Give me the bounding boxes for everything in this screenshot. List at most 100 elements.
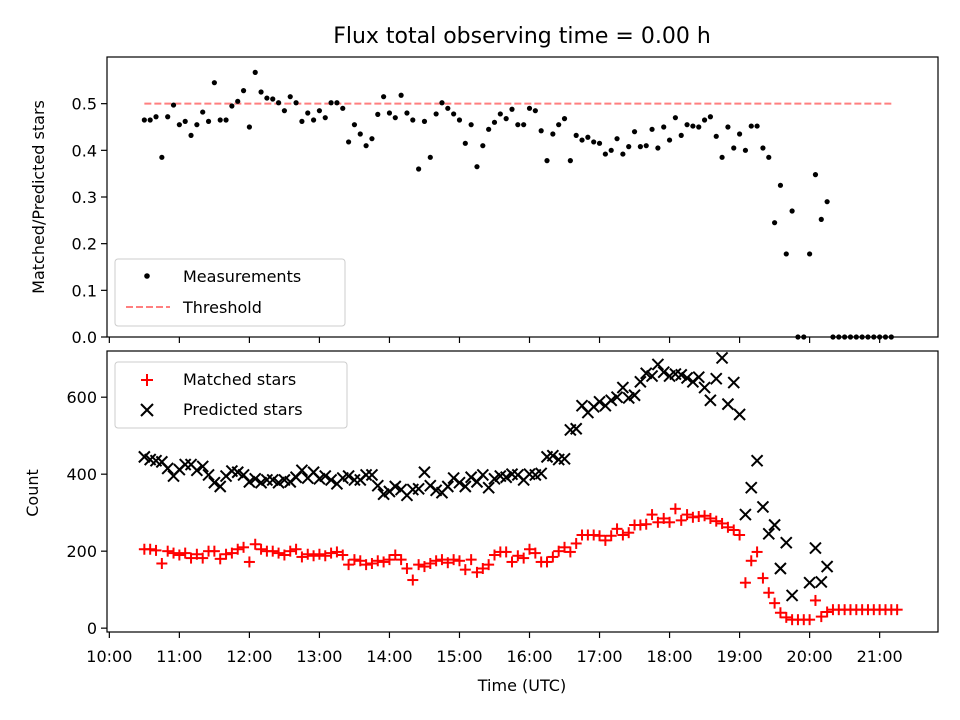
matched-stars-point — [739, 577, 751, 589]
measurement-point — [672, 115, 678, 121]
top-y-tick-label: 0.0 — [72, 328, 97, 347]
matched-stars-point — [699, 510, 711, 522]
predicted-stars-point — [249, 472, 262, 486]
predicted-stars-point — [190, 464, 204, 477]
predicted-stars-point — [453, 476, 466, 489]
matched-stars-point — [471, 566, 483, 578]
predicted-stars-point — [196, 460, 209, 473]
matched-stars-point — [220, 548, 232, 560]
predicted-stars-point — [721, 397, 735, 411]
legend-threshold-label: Threshold — [182, 298, 262, 317]
predicted-stars-point — [558, 452, 571, 465]
matched-stars-point — [401, 562, 413, 574]
predicted-stars-point — [593, 395, 606, 409]
matched-stars-point — [430, 555, 442, 567]
measurement-point — [205, 118, 212, 124]
matched-stars-point — [389, 549, 401, 561]
matched-stars-point — [378, 556, 390, 568]
matched-stars-point — [710, 515, 722, 527]
matched-stars-point — [162, 545, 174, 557]
predicted-stars-point — [202, 468, 215, 482]
measurement-point — [456, 117, 463, 123]
matched-stars-point — [722, 521, 734, 533]
predicted-stars-point — [698, 381, 711, 394]
predicted-stars-point — [324, 473, 338, 487]
predicted-stars-point — [680, 371, 694, 385]
measurement-point — [637, 144, 643, 150]
matched-stars-point — [278, 549, 290, 561]
top-y-tick-label: 0.3 — [72, 188, 97, 207]
measurement-point — [824, 199, 830, 205]
measurement-point — [421, 118, 428, 124]
measurement-point — [246, 124, 252, 130]
predicted-stars-point — [546, 449, 560, 462]
measurement-point — [742, 147, 749, 153]
matched-stars-point — [669, 503, 681, 515]
predicted-stars-point — [482, 481, 495, 494]
matched-stars-point — [354, 555, 366, 567]
predicted-stars-point — [756, 500, 770, 514]
measurement-point — [655, 145, 661, 151]
measurement-point — [433, 111, 439, 117]
matched-stars-point — [704, 512, 716, 524]
predicted-stars-point — [745, 481, 758, 494]
measurement-point — [573, 132, 579, 138]
predicted-stars-point — [365, 468, 379, 482]
measurement-point — [351, 122, 358, 128]
matched-stars-point — [325, 547, 337, 559]
matched-stars-point — [214, 553, 226, 565]
predicted-stars-point — [604, 394, 618, 407]
measurement-point — [567, 158, 573, 164]
measurement-point — [398, 92, 404, 98]
measurement-point — [299, 118, 305, 124]
measurement-point — [322, 115, 328, 121]
measurement-point — [602, 151, 608, 157]
measurement-point — [451, 111, 457, 117]
matched-stars-point — [372, 555, 384, 567]
x-tick-label: 14:00 — [366, 647, 412, 666]
matched-stars-point — [150, 544, 162, 556]
matched-stars-point — [815, 611, 827, 623]
measurement-point — [252, 69, 258, 75]
matched-stars-point — [652, 516, 664, 528]
matched-stars-point — [442, 557, 454, 569]
predicted-stars-point — [634, 375, 647, 389]
x-tick-label: 18:00 — [647, 647, 693, 666]
matched-stars-point — [413, 559, 425, 571]
predicted-stars-point — [715, 351, 729, 365]
measurement-point — [666, 137, 673, 143]
matched-stars-point — [809, 594, 821, 606]
measurement-point — [153, 114, 159, 120]
matched-stars-point — [640, 518, 652, 530]
top-y-tick-label: 0.2 — [72, 235, 97, 254]
matched-stars-point — [891, 604, 903, 616]
legend-matched-label: Matched stars — [183, 370, 296, 389]
measurement-point — [678, 132, 684, 138]
predicted-stars-point — [645, 369, 659, 383]
matched-stars-point — [407, 574, 419, 586]
measurement-point — [165, 114, 171, 120]
matched-stars-point — [617, 529, 629, 541]
matched-stars-point — [623, 527, 635, 539]
measurement-point — [287, 94, 293, 100]
predicted-stars-point — [657, 365, 670, 379]
matched-stars-point — [308, 550, 320, 562]
chart-title: Flux total observing time = 0.00 h — [333, 24, 711, 49]
matched-stars-point — [559, 541, 571, 553]
predicted-stars-point — [534, 467, 548, 480]
matched-stars-point — [343, 559, 355, 571]
predicted-stars-point — [359, 468, 373, 482]
matched-stars-point — [716, 517, 728, 529]
predicted-stars-point — [208, 476, 221, 489]
measurement-point — [462, 140, 468, 146]
top-legend-frame — [114, 258, 346, 327]
measurement-point — [375, 111, 381, 117]
measurement-point — [596, 140, 603, 146]
matched-stars-point — [465, 554, 477, 566]
matched-stars-point — [313, 548, 325, 560]
predicted-stars-point — [616, 381, 630, 394]
predicted-stars-point — [319, 469, 332, 483]
measurement-point — [404, 110, 410, 116]
top-y-axis: 0.0 0.1 0.2 0.3 0.4 0.5 — [72, 95, 107, 347]
measurement-point — [211, 80, 217, 86]
